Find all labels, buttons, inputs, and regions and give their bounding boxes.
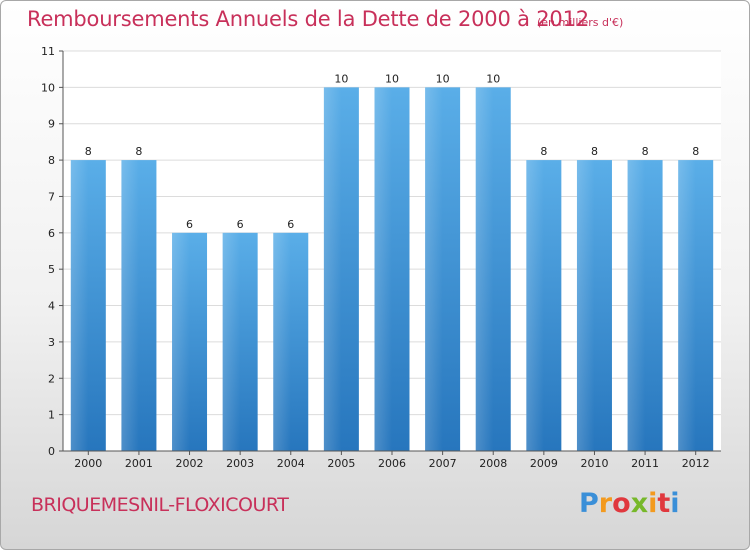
data-label: 8 <box>591 145 598 158</box>
bar-highlight <box>627 160 646 451</box>
logo-letter: o <box>612 488 631 519</box>
x-tick-label: 2003 <box>226 457 254 470</box>
bar-highlight <box>70 160 89 451</box>
y-tick-label: 0 <box>48 445 55 458</box>
y-tick-label: 6 <box>48 227 55 240</box>
y-tick-label: 5 <box>48 263 55 276</box>
bar-highlight <box>425 87 443 451</box>
y-tick-label: 2 <box>48 372 55 385</box>
commune-name: BRIQUEMESNIL-FLOXICOURT <box>31 494 289 516</box>
logo-letter: t <box>657 488 671 519</box>
x-tick-label: 2002 <box>176 457 204 470</box>
y-tick-label: 10 <box>41 81 55 94</box>
data-label: 8 <box>135 145 142 158</box>
logo-letter: i <box>670 488 680 519</box>
data-label: 8 <box>692 145 699 158</box>
y-axis-ticks: 0 1 2 3 4 5 6 7 8 9 10 11 <box>41 45 63 458</box>
x-tick-label: 2008 <box>479 457 507 470</box>
logo-letter: x <box>630 488 649 519</box>
x-tick-label: 2011 <box>631 457 659 470</box>
x-tick-label: 2010 <box>580 457 608 470</box>
y-tick-label: 11 <box>41 45 55 58</box>
proxiti-logo: Proxiti <box>579 488 680 519</box>
y-tick-label: 3 <box>48 336 55 349</box>
y-tick-label: 8 <box>48 154 55 167</box>
data-label: 10 <box>334 72 348 85</box>
x-tick-label: 2005 <box>327 457 355 470</box>
data-label: 8 <box>85 145 92 158</box>
logo-letter: P <box>579 488 599 519</box>
x-tick-label: 2004 <box>277 457 305 470</box>
bar-highlight <box>222 232 241 451</box>
bar-highlight <box>273 232 291 451</box>
x-tick-label: 2012 <box>682 457 710 470</box>
data-label: 6 <box>287 218 294 231</box>
y-tick-label: 9 <box>48 118 55 131</box>
y-tick-label: 1 <box>48 409 55 422</box>
bar-highlight <box>576 160 595 451</box>
bar-highlight <box>526 160 544 451</box>
x-tick-label: 2006 <box>378 457 406 470</box>
data-label: 8 <box>540 145 547 158</box>
logo-letter: i <box>648 488 658 519</box>
x-axis-ticks: 2000 2001 2002 2003 2004 2005 2006 2007 2008 2009… <box>74 451 710 470</box>
x-tick-label: 2000 <box>74 457 102 470</box>
bar-highlight <box>172 232 190 451</box>
x-tick-label: 2009 <box>530 457 558 470</box>
bar-highlight <box>121 160 139 451</box>
logo-letter: r <box>598 488 613 519</box>
data-label: 10 <box>486 72 500 85</box>
bar-highlight <box>475 87 494 451</box>
bar-highlight <box>678 160 696 451</box>
x-tick-label: 2001 <box>125 457 153 470</box>
bar-highlight <box>374 87 392 451</box>
data-label: 6 <box>237 218 244 231</box>
data-label: 10 <box>436 72 450 85</box>
data-label: 6 <box>186 218 193 231</box>
y-tick-label: 7 <box>48 190 55 203</box>
chart-title: Remboursements Annuels de la Dette de 20… <box>27 7 589 31</box>
data-labels: 8 8 6 6 6 10 10 10 10 8 8 8 8 <box>85 72 699 230</box>
bar-highlight <box>323 87 342 451</box>
unit-label: (en milliers d'€) <box>537 16 624 29</box>
data-label: 10 <box>385 72 399 85</box>
data-label: 8 <box>642 145 649 158</box>
x-tick-label: 2007 <box>429 457 457 470</box>
bars <box>70 87 714 451</box>
y-tick-label: 4 <box>48 300 55 313</box>
